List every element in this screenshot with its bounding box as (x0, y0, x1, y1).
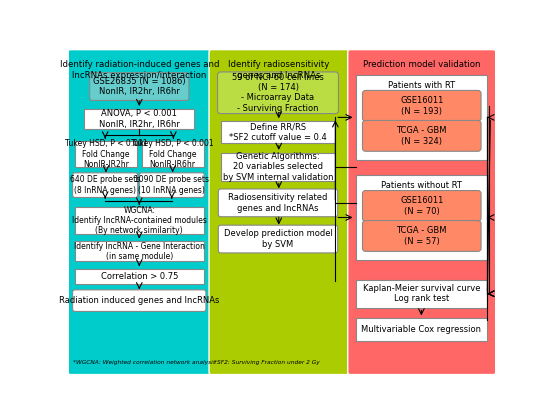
Bar (75, 269, 204, 284)
Text: *WGCNA: Weighted correlation network analysis: *WGCNA: Weighted correlation network ana… (73, 360, 216, 365)
Text: Radiosensitivity related
genes and lncRNAs: Radiosensitivity related genes and lncRN… (228, 193, 328, 213)
Text: Kaplan-Meier survival curve
Log rank test: Kaplan-Meier survival curve Log rank tes… (362, 284, 480, 303)
FancyBboxPatch shape (362, 90, 481, 121)
Text: GSE26835 (N = 1086)
NonIR, IR2hr, IR6hr: GSE26835 (N = 1086) NonIR, IR2hr, IR6hr (93, 77, 185, 96)
FancyBboxPatch shape (362, 220, 481, 251)
FancyBboxPatch shape (218, 225, 338, 253)
Bar (221, 121, 336, 143)
Text: 59 of NCI-60 cell lines
(N = 174)
- Microarray Data
- Surviving Fraction: 59 of NCI-60 cell lines (N = 174) - Micr… (232, 73, 324, 113)
Bar (355, 280, 487, 307)
FancyBboxPatch shape (218, 189, 338, 217)
Text: GSE16011
(N = 70): GSE16011 (N = 70) (400, 196, 443, 215)
FancyBboxPatch shape (73, 173, 138, 197)
Bar (84, 109, 194, 129)
Text: *SF2: Surviving Fraction under 2 Gy: *SF2: Surviving Fraction under 2 Gy (214, 360, 320, 365)
Text: GSE16011
(N = 193): GSE16011 (N = 193) (400, 96, 443, 116)
FancyBboxPatch shape (73, 290, 206, 312)
Text: Multivariable Cox regression: Multivariable Cox regression (361, 326, 481, 334)
Text: Tukey HSD, P < 0.001
Fold Change
NonIR-IR2hr: Tukey HSD, P < 0.001 Fold Change NonIR-I… (65, 139, 147, 169)
Text: WGCNA:
Identify lncRNA-contained modules
(By network similarity): WGCNA: Identify lncRNA-contained modules… (72, 206, 207, 236)
Text: TCGA - GBM
(N = 57): TCGA - GBM (N = 57) (397, 226, 447, 246)
FancyBboxPatch shape (90, 73, 189, 100)
Text: Define RR/RS
*SF2 cutoff value = 0.4: Define RR/RS *SF2 cutoff value = 0.4 (229, 122, 327, 142)
Bar (75, 207, 204, 234)
Bar (355, 318, 487, 341)
Text: 1090 DE probe sets
(10 lnRNA genes): 1090 DE probe sets (10 lnRNA genes) (134, 176, 210, 195)
Bar (75, 241, 204, 261)
FancyBboxPatch shape (348, 50, 496, 375)
FancyBboxPatch shape (362, 191, 481, 221)
FancyBboxPatch shape (218, 72, 338, 113)
Text: Identify radiation-induced genes and
lncRNAs expression/interaction: Identify radiation-induced genes and lnc… (59, 60, 219, 80)
Text: ANOVA, P < 0.001
NonIR, IR2hr, IR6hr: ANOVA, P < 0.001 NonIR, IR2hr, IR6hr (99, 109, 180, 129)
Bar (355, 175, 487, 260)
Text: Identify lncRNA - Gene Interaction
(in same module): Identify lncRNA - Gene Interaction (in s… (74, 241, 205, 261)
Bar (355, 75, 487, 160)
Text: TCGA - GBM
(N = 324): TCGA - GBM (N = 324) (397, 126, 447, 146)
Bar (141, 141, 204, 168)
Text: Prediction model validation: Prediction model validation (362, 60, 480, 69)
FancyBboxPatch shape (139, 173, 205, 197)
Text: Genetic Algorithms:
20 variables selected
by SVM internal validation: Genetic Algorithms: 20 variables selecte… (223, 152, 333, 181)
Text: Radiation induced genes and lncRNAs: Radiation induced genes and lncRNAs (59, 296, 219, 305)
Text: Correlation > 0.75: Correlation > 0.75 (101, 272, 178, 281)
Text: Patients without RT: Patients without RT (381, 181, 462, 190)
Text: Tukey HSD, P < 0.001
Fold Change
NonIR-IR6hr: Tukey HSD, P < 0.001 Fold Change NonIR-I… (131, 139, 214, 169)
FancyBboxPatch shape (68, 50, 211, 375)
Text: Patients with RT: Patients with RT (388, 81, 455, 90)
Text: Develop prediction model
by SVM: Develop prediction model by SVM (223, 229, 332, 249)
Text: Identify radiosensitivity
genes and lncRNAs: Identify radiosensitivity genes and lncR… (228, 60, 329, 80)
FancyBboxPatch shape (209, 50, 349, 375)
Bar (221, 153, 336, 181)
Text: 640 DE probe sets
(8 lnRNA genes): 640 DE probe sets (8 lnRNA genes) (70, 176, 140, 195)
FancyBboxPatch shape (362, 121, 481, 151)
Bar (75, 141, 137, 168)
